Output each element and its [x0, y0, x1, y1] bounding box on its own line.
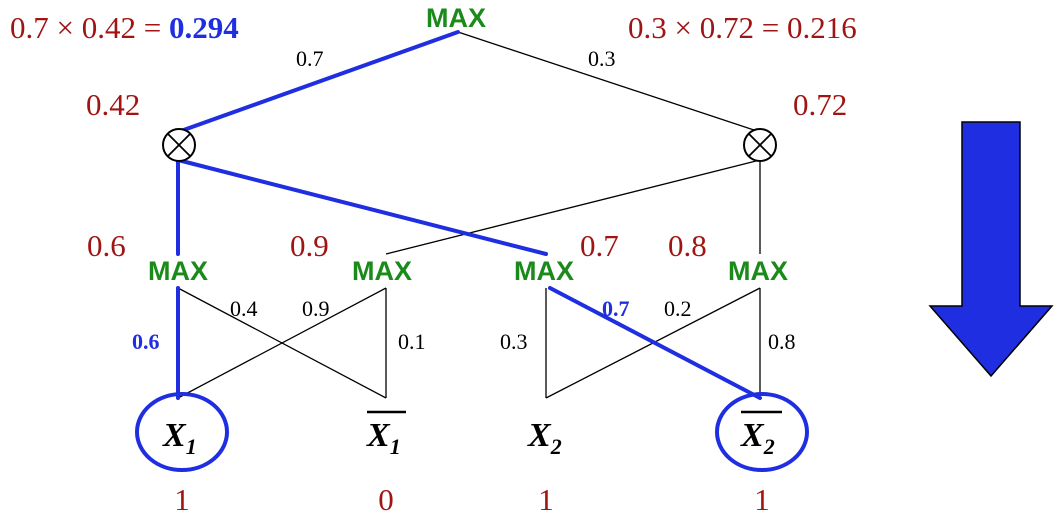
top-max-label: MAX [426, 3, 486, 33]
leaf-x2-label: X2 [527, 417, 562, 459]
leaf-x2-sub: 2 [550, 434, 562, 459]
right-product-cross-b [748, 133, 772, 157]
right-expression: 0.3 × 0.72 = 0.216 [628, 10, 857, 45]
assignment-not-x2: 1 [754, 482, 770, 517]
edges-black [177, 31, 761, 399]
leaf-not-x2-name: X [740, 417, 765, 454]
weight-m1-x1: 0.6 [132, 329, 160, 354]
leaf-not-x1: X1 [366, 410, 406, 459]
leaf-not-x2-label: X2 [740, 417, 775, 459]
assignment-x2: 1 [538, 482, 554, 517]
weight-m3-x2: 0.3 [500, 329, 528, 354]
weight-m1-nx1: 0.4 [230, 296, 258, 321]
leaf-not-x2-sub: 2 [763, 434, 775, 459]
leaf-x1: X1 [135, 392, 229, 472]
leaf-not-x2: X2 [715, 392, 809, 472]
edge-m3-to-nx2 [548, 286, 762, 400]
left-expression: 0.7 × 0.42 = 0.294 [10, 10, 239, 45]
leaf-x1-name: X [162, 417, 187, 454]
edge-top-to-left-product [176, 30, 460, 134]
max-node-2-label: MAX [352, 256, 412, 286]
leaf-not-x2-selection-circle [715, 392, 809, 472]
edge-right-product-to-m2 [385, 159, 761, 255]
edge-top-to-right-product [457, 31, 761, 133]
max-node-2-value: 0.9 [290, 228, 329, 263]
leaf-x2: X2 [527, 417, 562, 459]
weight-m4-nx2: 0.8 [768, 329, 796, 354]
max-node-3-value: 0.7 [580, 228, 619, 263]
weight-m2-x1: 0.9 [302, 296, 330, 321]
left-product-cross-b [167, 133, 191, 157]
weight-m4-x2: 0.2 [664, 296, 692, 321]
top-weight-right: 0.3 [588, 46, 616, 71]
max-node-1-value: 0.6 [87, 228, 126, 263]
down-arrow-icon [928, 121, 1054, 378]
left-product-node [162, 128, 196, 162]
assignment-not-x1: 0 [378, 482, 394, 517]
weight-m2-nx1: 0.1 [398, 329, 426, 354]
left-expression-result: 0.294 [169, 10, 239, 45]
leaf-not-x1-label: X1 [366, 417, 401, 459]
leaf-not-x1-name: X [366, 417, 391, 454]
max-node-3-label: MAX [514, 256, 574, 286]
leaf-x1-sub: 1 [186, 434, 197, 459]
right-product-node [743, 128, 777, 162]
weight-m3-nx2: 0.7 [602, 296, 630, 321]
max-node-1-label: MAX [148, 256, 208, 286]
max-node-4-value: 0.8 [668, 228, 707, 263]
assignment-x1: 1 [174, 482, 190, 517]
max-node-4-label: MAX [728, 256, 788, 286]
leaf-x1-label: X1 [162, 417, 197, 459]
edges-highlighted [176, 30, 762, 400]
right-product-value: 0.72 [793, 87, 847, 122]
leaf-not-x1-sub: 1 [390, 434, 401, 459]
leaf-x1-selection-circle [135, 392, 229, 472]
left-product-value: 0.42 [86, 87, 140, 122]
leaf-x2-name: X [527, 417, 552, 454]
edge-m2-to-x1 [177, 287, 387, 399]
left-expression-text: 0.7 × 0.42 = [10, 10, 169, 45]
top-weight-left: 0.7 [296, 46, 324, 71]
edge-left-product-to-m3 [176, 158, 548, 256]
